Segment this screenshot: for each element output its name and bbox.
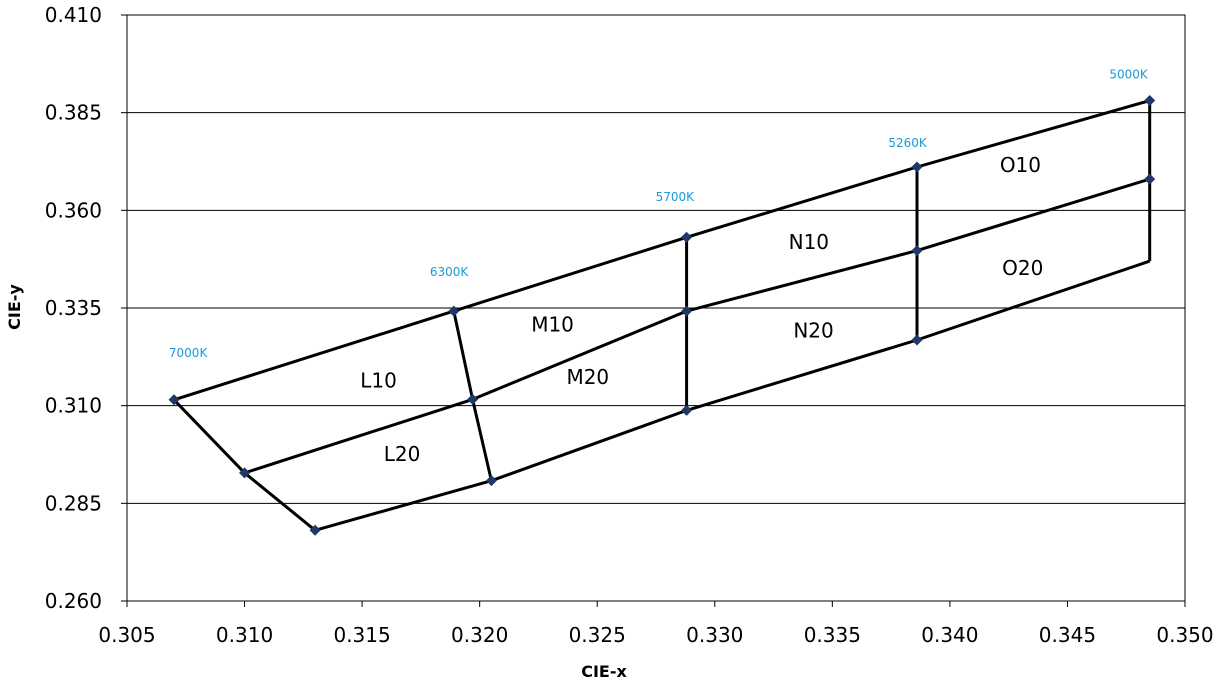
region-label: L10 xyxy=(360,368,397,392)
x-tick-label: 0.310 xyxy=(216,623,273,647)
y-axis-title: CIE-y xyxy=(5,284,24,330)
region-label: O10 xyxy=(1000,153,1041,177)
data-point-marker xyxy=(681,404,693,416)
region-label: N10 xyxy=(789,230,829,254)
line-middle-boundary xyxy=(244,177,1151,475)
cct-label: 6300K xyxy=(430,265,470,279)
data-point-marker xyxy=(448,305,460,317)
data-point-marker xyxy=(681,231,693,243)
y-tick-label: 0.310 xyxy=(45,394,102,418)
data-point-marker xyxy=(239,467,251,479)
cct-label: 5000K xyxy=(1109,67,1149,81)
region-label: N20 xyxy=(793,318,833,342)
cct-label: 5700K xyxy=(656,190,696,204)
data-point-marker xyxy=(911,161,923,173)
data-point-marker xyxy=(681,305,693,317)
x-tick-label: 0.305 xyxy=(98,623,155,647)
x-tick-label: 0.345 xyxy=(1039,623,1096,647)
line-left-edge xyxy=(172,398,317,532)
cct-label: 7000K xyxy=(169,346,209,360)
x-tick-label: 0.330 xyxy=(686,623,743,647)
y-tick-label: 0.260 xyxy=(45,589,102,613)
data-point-marker xyxy=(168,394,180,406)
x-tick-label: 0.340 xyxy=(921,623,978,647)
cct-label: 5260K xyxy=(888,136,928,150)
y-tick-label: 0.410 xyxy=(45,3,102,27)
x-tick-label: 0.350 xyxy=(1156,623,1213,647)
data-point-marker xyxy=(911,334,923,346)
data-point-marker xyxy=(309,524,321,536)
region-label: M20 xyxy=(566,365,609,389)
line-bottom-boundary xyxy=(314,259,1151,532)
x-tick-label: 0.335 xyxy=(804,623,861,647)
data-markers xyxy=(168,95,1156,536)
data-point-marker xyxy=(911,245,923,257)
data-point-marker xyxy=(1144,173,1156,185)
y-tick-label: 0.360 xyxy=(45,198,102,222)
y-tick-labels: 0.260 0.285 0.310 0.335 0.360 0.385 0.410 xyxy=(45,3,102,613)
data-point-marker xyxy=(1144,95,1156,107)
y-tick-label: 0.385 xyxy=(45,101,102,125)
line-top-boundary xyxy=(173,99,1151,402)
region-label: M10 xyxy=(531,312,574,336)
y-tick-label: 0.335 xyxy=(45,296,102,320)
gridlines xyxy=(121,14,1186,607)
x-tick-label: 0.320 xyxy=(451,623,508,647)
bin-region-labels: L10 L20 M10 M20 N10 N20 O10 O20 xyxy=(360,153,1043,466)
x-tick-label: 0.315 xyxy=(333,623,390,647)
y-tick-label: 0.285 xyxy=(45,491,102,515)
cct-labels: 7000K 6300K 5700K 5260K 5000K xyxy=(169,67,1149,360)
plot-area-frame xyxy=(126,14,1186,602)
region-label: O20 xyxy=(1002,256,1043,280)
region-label: L20 xyxy=(384,442,421,466)
x-tick-labels: 0.305 0.310 0.315 0.320 0.325 0.330 0.335 0.340… xyxy=(98,623,1213,647)
data-point-marker xyxy=(485,475,497,487)
x-axis-title: CIE-x xyxy=(581,662,627,681)
x-tick-label: 0.325 xyxy=(569,623,626,647)
data-point-marker xyxy=(467,393,479,405)
